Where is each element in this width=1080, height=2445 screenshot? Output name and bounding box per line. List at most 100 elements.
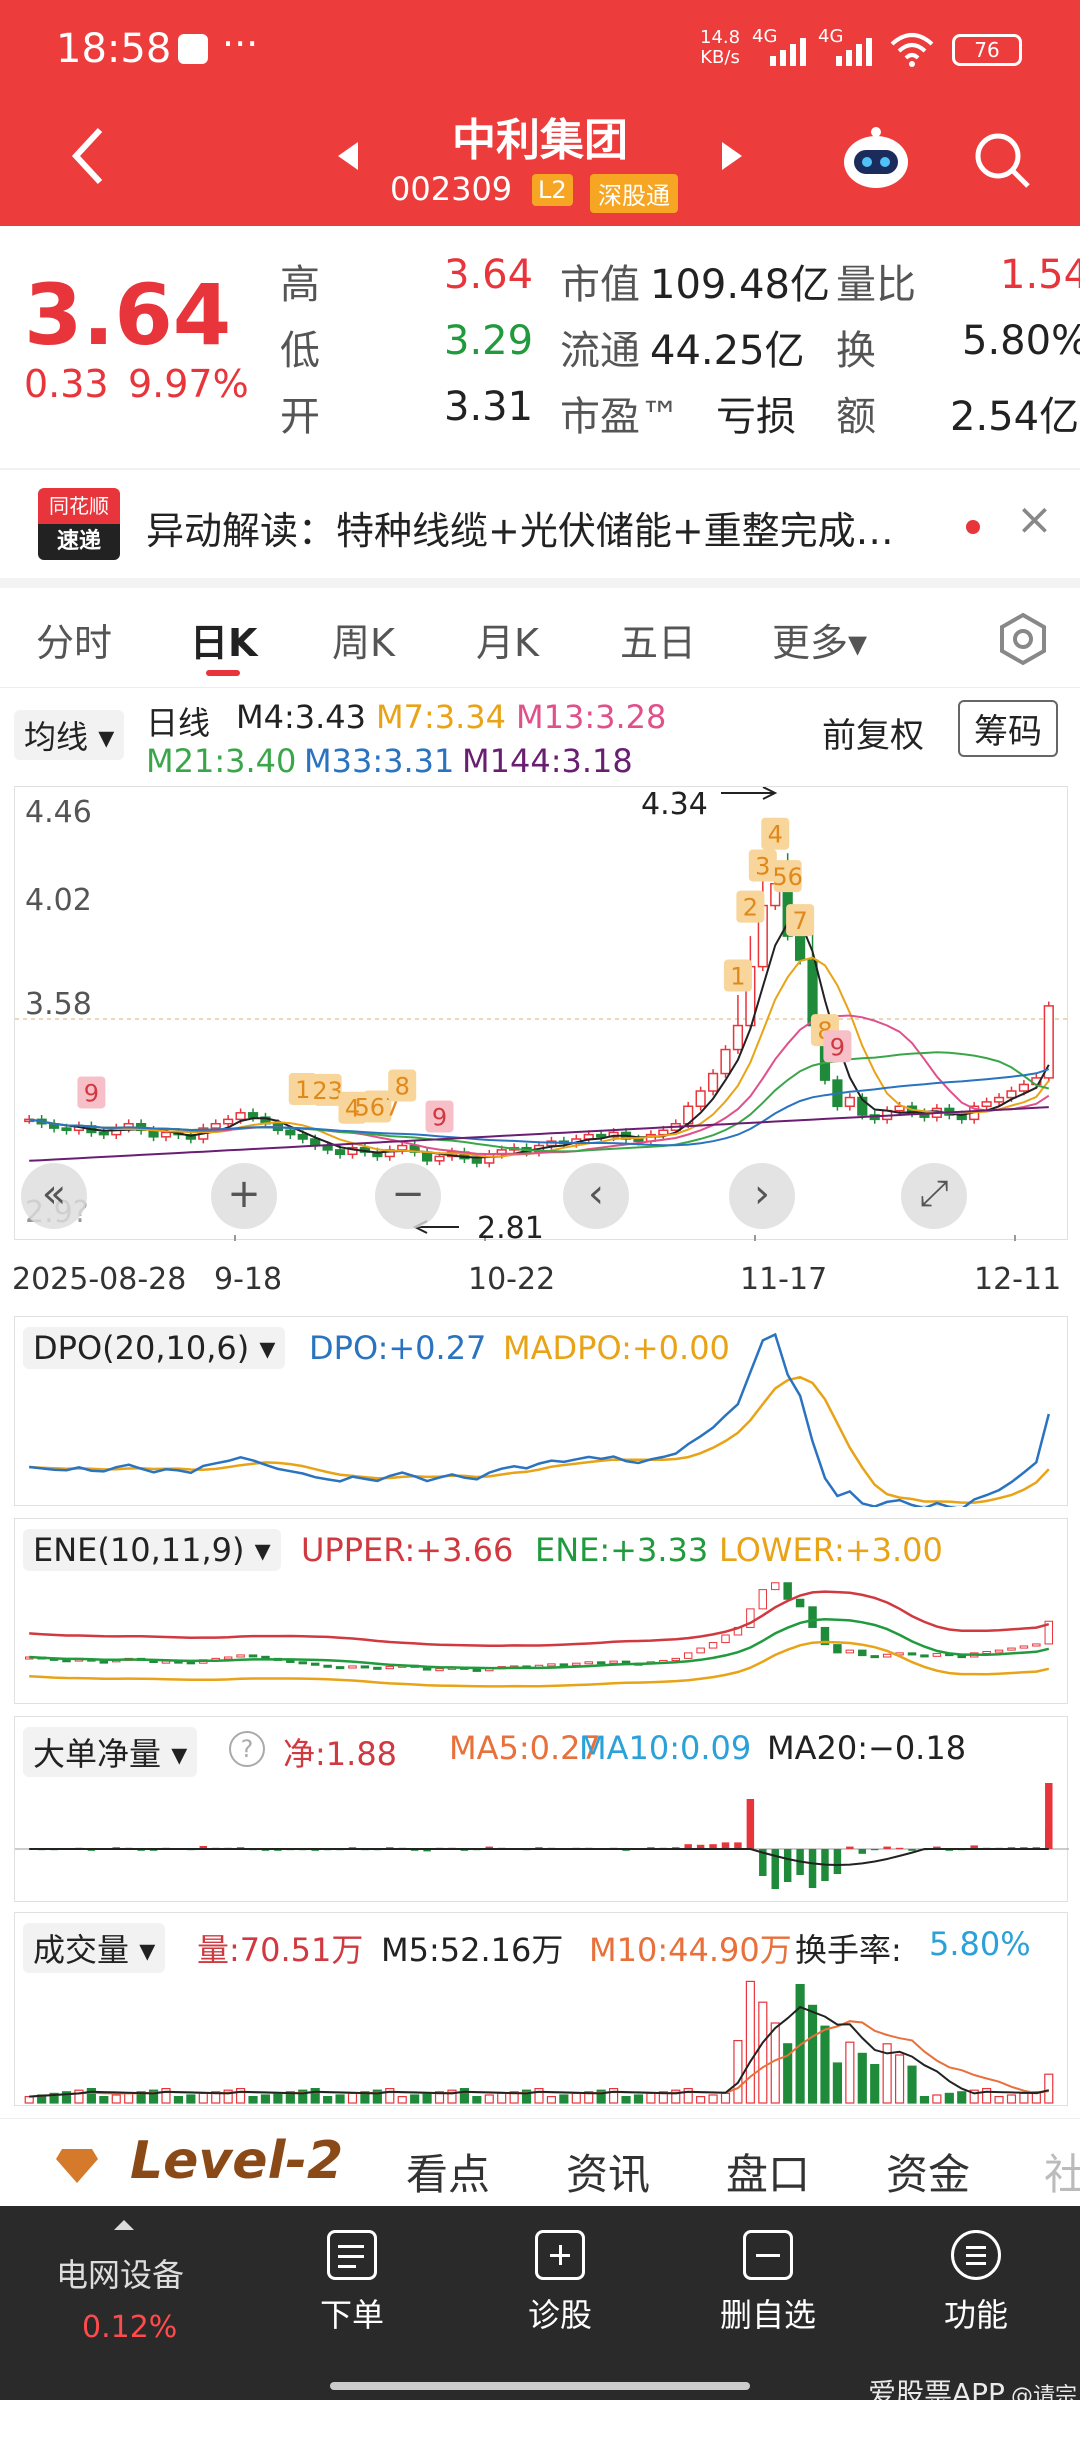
bigorder-selector[interactable]: 大单净量 ▾ <box>23 1727 198 1777</box>
zoom-in-button[interactable]: + <box>211 1163 277 1229</box>
news-text[interactable]: 异动解读：特种线缆+光伏储能+重整完成… <box>146 509 894 553</box>
zoom-out-button[interactable]: − <box>375 1163 441 1229</box>
ene-candle <box>882 1653 892 1658</box>
ene-candle <box>696 1647 705 1654</box>
remove-watchlist-button[interactable]: 删自选 <box>698 2230 838 2336</box>
tab-funds[interactable]: 资金 <box>886 2150 971 2199</box>
robot-assistant-icon[interactable] <box>840 124 912 192</box>
ene-candle <box>671 1657 681 1661</box>
pan-right-button[interactable]: › <box>729 1163 795 1229</box>
rewind-button[interactable]: « <box>21 1163 87 1229</box>
volume-panel[interactable]: 成交量 ▾ 量:70.51万 M5:52.16万 M10:44.90万 换手率:… <box>14 1912 1068 2106</box>
level2-tab[interactable]: Level-2 <box>130 2131 344 2191</box>
float-value: 44.25亿 <box>650 328 805 374</box>
volume-bar <box>298 2089 308 2104</box>
ma-line-144 <box>29 1106 1049 1162</box>
date-label-1: 2025-08-28 <box>12 1262 187 1297</box>
ene-candle <box>323 1664 332 1668</box>
tab-five-day[interactable]: 五日 <box>620 621 697 665</box>
chips-button[interactable]: 筹码 <box>958 700 1058 757</box>
ene-candle <box>858 1649 867 1657</box>
volume-bar <box>521 2089 532 2104</box>
tab-highlights[interactable]: 看点 <box>406 2150 491 2199</box>
candle <box>397 1144 408 1151</box>
tab-intraday[interactable]: 分时 <box>36 621 113 665</box>
next-stock-icon[interactable] <box>720 140 744 172</box>
ma-m4: M4:3.43 <box>236 698 366 736</box>
news-logo: 同花顺 速递 <box>38 488 120 560</box>
search-icon[interactable] <box>972 130 1032 190</box>
fullscreen-button[interactable]: ⤢ <box>901 1163 967 1229</box>
net-bar <box>833 1849 842 1874</box>
net-bar <box>933 1846 941 1849</box>
help-icon[interactable]: ? <box>229 1731 265 1767</box>
dpo-value: DPO:+0.27 <box>309 1329 487 1367</box>
candle <box>223 1118 234 1125</box>
volume-bar <box>994 2096 1004 2104</box>
ma-m21: M21:3.40 <box>146 742 297 780</box>
signal-badge <box>388 1069 417 1102</box>
y-tick-2: 4.02 <box>25 883 92 918</box>
net-bar <box>970 1845 978 1849</box>
ene-candle <box>1044 1620 1054 1645</box>
tab-more[interactable]: 更多▾ <box>772 621 868 665</box>
dpo-selector[interactable]: DPO(20,10,6) ▾ <box>23 1327 286 1369</box>
ene-candle <box>348 1665 357 1669</box>
volume-bar <box>857 2052 867 2104</box>
period-label: 日线 <box>146 704 211 742</box>
volume-selector[interactable]: 成交量 ▾ <box>23 1923 166 1973</box>
expand-arrow-icon[interactable] <box>112 2218 136 2232</box>
ene-candle <box>373 1666 382 1670</box>
volume-bar <box>671 2089 681 2104</box>
volume-bar <box>621 2096 631 2104</box>
ene-svg <box>24 1582 1054 1688</box>
tab-weekly-k[interactable]: 周K <box>332 621 395 665</box>
ma-line-7 <box>29 956 1050 1158</box>
volume-bar <box>733 2039 743 2104</box>
tab-community[interactable]: 社 <box>1044 2150 1080 2199</box>
functions-button[interactable]: 功能 <box>906 2230 1046 2336</box>
ene-panel[interactable]: ENE(10,11,9) ▾ UPPER:+3.66 ENE:+3.33 LOW… <box>14 1518 1068 1704</box>
volume-bar <box>99 2096 109 2104</box>
close-news-icon[interactable]: × <box>1016 494 1053 545</box>
turnover-value: 5.80% <box>962 318 1080 364</box>
diagnose-button[interactable]: 诊股 <box>490 2230 630 2336</box>
y-tick-3: 3.58 <box>25 987 92 1022</box>
volume-bar <box>74 2089 84 2104</box>
candle <box>247 1112 259 1118</box>
signal-badge <box>77 1076 106 1109</box>
net-bar <box>199 1846 208 1849</box>
tab-orderbook[interactable]: 盘口 <box>726 2150 811 2199</box>
volume-bar <box>932 2094 942 2104</box>
order-button[interactable]: 下单 <box>282 2230 422 2336</box>
sector-name[interactable]: 电网设备 <box>56 2256 185 2294</box>
dpo-panel[interactable]: DPO(20,10,6) ▾ DPO:+0.27 MADPO:+0.00 <box>14 1316 1068 1507</box>
signal-badge <box>786 904 815 937</box>
tab-daily-k[interactable]: 日K <box>190 621 258 665</box>
ma-selector[interactable]: 均线 ▾ <box>14 710 125 760</box>
volume-bar <box>472 2096 482 2104</box>
prev-stock-icon[interactable] <box>336 140 360 172</box>
candle <box>1043 1005 1054 1079</box>
tab-monthly-k[interactable]: 月K <box>476 621 539 665</box>
pan-left-button[interactable]: ‹ <box>563 1163 629 1229</box>
news-banner[interactable]: 同花顺 速递 异动解读：特种线缆+光伏储能+重整完成… × <box>0 468 1080 578</box>
ene-candle <box>609 1660 618 1664</box>
volume-bar <box>148 2089 159 2104</box>
chart-settings-icon[interactable] <box>996 612 1050 666</box>
signal-badge <box>823 1030 852 1063</box>
volume-m5: M5:52.16万 <box>381 1931 564 1969</box>
ene-candle <box>547 1663 556 1667</box>
back-icon[interactable] <box>68 126 108 186</box>
ene-candle <box>1007 1647 1016 1651</box>
candle <box>993 1096 1005 1103</box>
volume-m10: M10:44.90万 <box>589 1931 792 1969</box>
adjust-mode[interactable]: 前复权 <box>822 716 924 756</box>
ene-candle <box>223 1656 233 1660</box>
ene-selector[interactable]: ENE(10,11,9) ▾ <box>23 1529 281 1571</box>
net-bar <box>808 1849 817 1888</box>
volume-bar <box>1031 2091 1041 2104</box>
tab-news[interactable]: 资讯 <box>566 2150 651 2199</box>
big-order-panel[interactable]: 大单净量 ▾ ? 净:1.88 MA5:0.27 MA10:0.09 MA20:… <box>14 1716 1069 1902</box>
